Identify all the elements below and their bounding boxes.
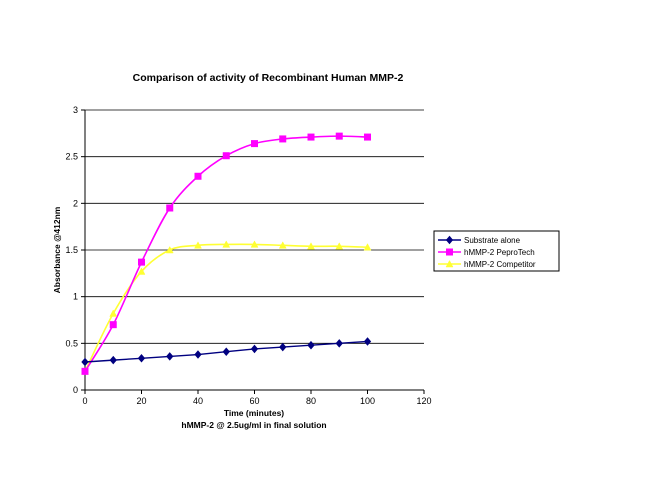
x-axis-title: Time (minutes) (224, 408, 284, 418)
data-point-substrate-alone (335, 339, 343, 348)
x-tick-label: 80 (306, 396, 316, 406)
legend-label-substrate-alone: Substrate alone (464, 236, 521, 245)
x-axis-subtitle: hMMP-2 @ 2.5ug/ml in final solution (181, 420, 326, 430)
x-axis-ticks: 0 20 40 60 80 100 120 (82, 390, 432, 406)
data-point-hmmp-2-peprotech (166, 204, 174, 212)
x-tick-label: 20 (136, 396, 146, 406)
data-point-hmmp-2-competitor (137, 267, 146, 275)
data-point-substrate-alone (81, 357, 89, 367)
y-tick-label: 0.5 (65, 338, 78, 348)
data-point-hmmp-2-competitor (250, 240, 259, 248)
legend: Substrate alone hMMP-2 PeproTech hMMP-2 Co… (433, 230, 560, 272)
y-axis-ticks: 0 0.5 1 1.5 2 2.5 3 (65, 105, 85, 395)
data-point-hmmp-2-peprotech (194, 172, 202, 180)
data-point-hmmp-2-peprotech (251, 140, 258, 148)
y-axis-title: Absorbance @412nm (52, 206, 62, 293)
data-point-substrate-alone (279, 342, 287, 352)
y-tick-label: 2.5 (65, 152, 78, 162)
data-point-hmmp-2-competitor (363, 243, 372, 251)
x-tick-label: 60 (249, 396, 259, 406)
data-point-hmmp-2-peprotech (81, 367, 89, 375)
series-line-hmmp-2-peprotech (84, 135, 368, 372)
data-point-hmmp-2-competitor (278, 241, 287, 249)
series-markers (81, 132, 372, 375)
data-point-hmmp-2-peprotech (335, 132, 343, 140)
data-point-substrate-alone (194, 350, 202, 359)
y-tick-label: 3 (73, 105, 78, 115)
y-tick-label: 1 (73, 292, 78, 302)
data-point-hmmp-2-competitor (335, 242, 344, 250)
data-point-hmmp-2-competitor (222, 240, 231, 248)
chart-title: Comparison of activity of Recombinant Hu… (133, 72, 404, 84)
data-point-hmmp-2-competitor (307, 242, 315, 250)
y-tick-label: 1.5 (65, 245, 78, 255)
legend-marker-substrate-alone (445, 235, 454, 245)
data-point-hmmp-2-competitor (194, 241, 202, 249)
data-point-substrate-alone (166, 352, 174, 361)
x-tick-label: 100 (360, 396, 375, 406)
data-point-hmmp-2-competitor (109, 309, 118, 317)
x-tick-label: 0 (82, 396, 87, 406)
legend-marker-hmmp-2-competitor (445, 259, 454, 268)
data-point-hmmp-2-peprotech (364, 133, 371, 141)
series-lines (84, 135, 368, 372)
data-point-substrate-alone (250, 344, 259, 354)
data-point-hmmp-2-peprotech (109, 321, 117, 329)
data-point-substrate-alone (222, 347, 230, 357)
y-tick-label: 2 (73, 198, 78, 208)
legend-label-hmmp-2-peprotech: hMMP-2 PeproTech (464, 248, 535, 257)
data-point-hmmp-2-competitor (165, 245, 174, 254)
data-point-hmmp-2-peprotech (138, 258, 145, 266)
legend-marker-hmmp-2-peprotech (446, 248, 453, 256)
legend-label-hmmp-2-competitor: hMMP-2 Competitor (464, 260, 536, 269)
data-point-substrate-alone (109, 355, 117, 365)
y-tick-label: 0 (73, 385, 78, 395)
x-tick-label: 40 (193, 396, 203, 406)
data-point-substrate-alone (137, 353, 146, 363)
data-point-hmmp-2-peprotech (307, 133, 315, 141)
data-point-hmmp-2-peprotech (222, 152, 230, 160)
x-tick-label: 120 (416, 396, 431, 406)
data-point-hmmp-2-peprotech (279, 135, 287, 143)
data-point-substrate-alone (307, 340, 315, 350)
data-point-substrate-alone (363, 337, 372, 346)
